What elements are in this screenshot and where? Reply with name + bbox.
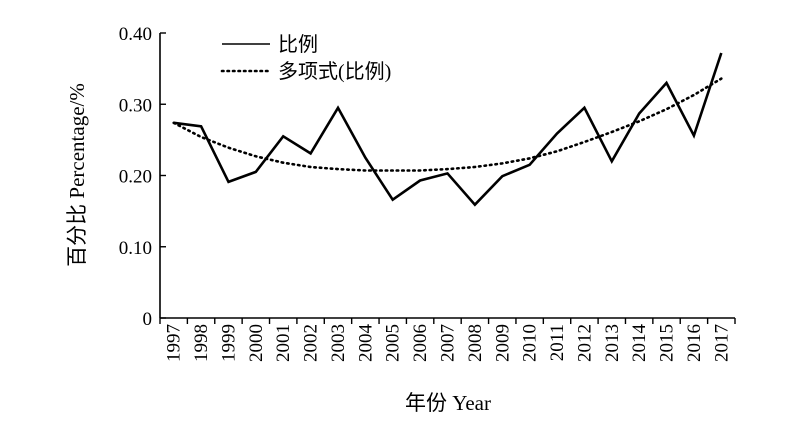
y-axis-ticks: 0 0.10 0.20 0.30 0.40	[119, 24, 166, 330]
x-tick-label: 1999	[218, 324, 239, 362]
x-tick-label: 2005	[383, 324, 404, 362]
x-tick-label: 2013	[602, 324, 623, 362]
x-tick-label: 2015	[657, 324, 678, 362]
y-tick-label: 0.10	[119, 238, 152, 259]
x-tick-label: 2002	[301, 324, 322, 362]
y-tick-label: 0.40	[119, 24, 152, 45]
x-tick-label: 2000	[246, 324, 267, 362]
x-tick-label: 2006	[410, 324, 431, 362]
x-tick-label: 1997	[164, 324, 185, 362]
y-axis-title: 百分比 Percentage/%	[65, 83, 89, 267]
x-tick-label: 2014	[629, 324, 650, 363]
y-tick-label: 0.20	[119, 167, 152, 188]
y-tick-label: 0.30	[119, 95, 152, 116]
x-axis-ticks: 1997 1998 1999 2000 2001 2002 2003 2004 2005 2006…	[159, 318, 736, 363]
series-layer	[172, 52, 723, 207]
x-tick-label: 2009	[492, 324, 513, 362]
x-tick-label: 2010	[520, 324, 541, 362]
x-tick-label: 2007	[438, 324, 459, 362]
x-tick-label: 2011	[547, 324, 568, 361]
y-tick-label: 0	[143, 309, 153, 330]
legend-label-series-1: 比例	[278, 33, 318, 56]
x-tick-label: 2012	[574, 324, 595, 362]
x-tick-label: 2001	[273, 324, 294, 362]
x-tick-label: 2003	[328, 324, 349, 362]
legend: 比例 多项式(比例)	[220, 33, 391, 83]
legend-label-series-2: 多项式(比例)	[278, 60, 391, 83]
x-tick-label: 2004	[355, 324, 376, 363]
x-tick-label: 2017	[711, 324, 732, 362]
series-line-ratio	[173, 52, 723, 207]
series-line-polynomial-trend	[172, 77, 723, 172]
x-tick-label: 2008	[465, 324, 486, 362]
x-tick-label: 1998	[191, 324, 212, 362]
x-tick-label: 2016	[684, 324, 705, 362]
x-axis-title: 年份 Year	[405, 391, 491, 415]
